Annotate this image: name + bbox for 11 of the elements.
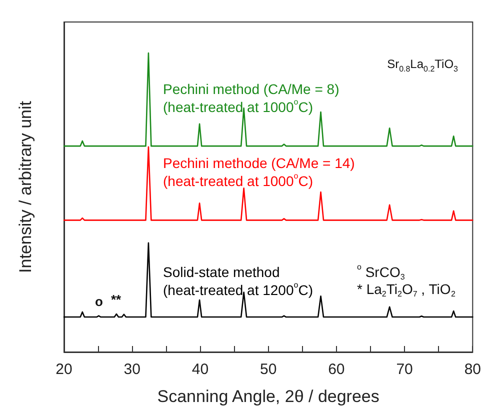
- y-axis-title: Intensity / arbitrary unit: [16, 100, 35, 273]
- x-tick-label: 70: [396, 361, 413, 378]
- x-tick-label: 50: [260, 361, 277, 378]
- x-tick-label: 40: [192, 361, 209, 378]
- x-tick-label: 30: [124, 361, 140, 378]
- x-axis-title: Scanning Angle, 2θ / degrees: [157, 387, 380, 406]
- x-tick-label: 60: [328, 361, 345, 378]
- x-tick-label: 20: [56, 361, 72, 378]
- annotation: **: [111, 292, 122, 307]
- annotation: o: [95, 294, 103, 309]
- x-tick-label: 80: [464, 361, 481, 378]
